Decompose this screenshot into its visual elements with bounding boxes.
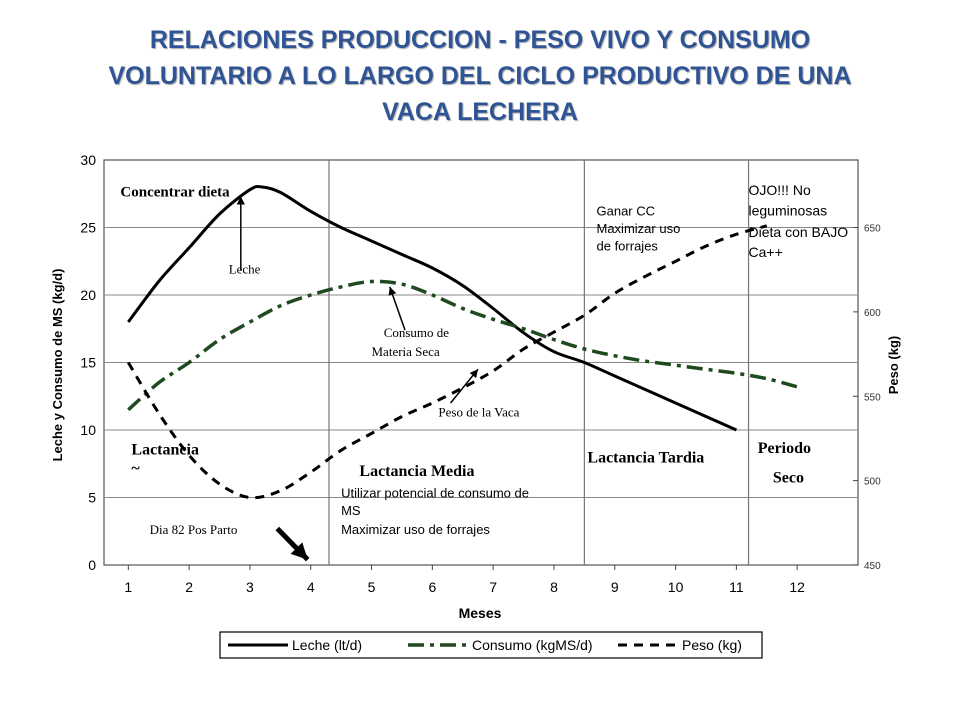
y-tick-right: 650 bbox=[864, 224, 881, 235]
y-tick-left: 15 bbox=[80, 355, 96, 371]
x-tick: 1 bbox=[124, 579, 132, 595]
phase-label: Lactancia bbox=[131, 441, 199, 458]
series-line-1 bbox=[127, 184, 737, 432]
legend-label: Peso (kg) bbox=[682, 637, 742, 653]
y-tick-left: 10 bbox=[80, 422, 96, 438]
pointer-arrow-head bbox=[388, 286, 397, 296]
x-tick: 9 bbox=[611, 579, 619, 595]
y-tick-right: 450 bbox=[864, 561, 881, 572]
y-tick-left: 5 bbox=[88, 490, 96, 506]
series-layer bbox=[127, 184, 798, 500]
title-line-2: VOLUNTARIO A LO LARGO DEL CICLO PRODUCTI… bbox=[108, 62, 852, 90]
annotation-label: Consumo de bbox=[384, 325, 450, 340]
y-tick-left: 30 bbox=[80, 152, 96, 168]
title-line-3: VACA LECHERA bbox=[382, 98, 578, 126]
grid-layer bbox=[103, 159, 859, 566]
x-tick: 2 bbox=[185, 579, 193, 595]
pointer-arrow-head bbox=[290, 542, 308, 560]
pointer-arrow-head bbox=[469, 369, 478, 379]
x-tick: 7 bbox=[489, 579, 497, 595]
legend: Leche (lt/d) Consumo (kgMS/d) Peso (kg) bbox=[219, 631, 763, 659]
x-tick: 3 bbox=[246, 579, 254, 595]
x-tick: 11 bbox=[729, 579, 744, 595]
phase-label: Lactancia Tardia bbox=[587, 449, 704, 466]
annotation-label: leguminosas bbox=[749, 202, 828, 218]
annotation-label: Concentrar dieta bbox=[120, 184, 230, 200]
annotation-label: Dia 82 Pos Parto bbox=[150, 522, 238, 537]
y-tick-left: 20 bbox=[80, 287, 96, 303]
series-line-2 bbox=[127, 279, 798, 412]
slide-title: RELACIONES PRODUCCION - PESO VIVO Y CONS… bbox=[40, 22, 920, 130]
y-tick-right: 600 bbox=[864, 308, 881, 319]
x-tick: 6 bbox=[428, 579, 436, 595]
x-axis-title: Meses bbox=[459, 605, 502, 621]
arrow-layer bbox=[236, 196, 479, 562]
annotation-label: Dieta con BAJO bbox=[749, 224, 849, 240]
axis-layer: Meses Leche y Consumo de MS (kg/d) Peso … bbox=[50, 152, 901, 621]
y-axis-title-right: Peso (kg) bbox=[886, 336, 901, 395]
x-tick: 4 bbox=[307, 579, 315, 595]
phase-label: Lactancia Media bbox=[359, 463, 474, 480]
legend-label: Consumo (kgMS/d) bbox=[472, 637, 593, 653]
x-tick: 5 bbox=[368, 579, 376, 595]
phase-label: Seco bbox=[773, 470, 804, 487]
annotation-label: Utilizar potencial de consumo de bbox=[341, 486, 529, 501]
annotation-label: MS bbox=[341, 503, 361, 518]
annotation-label: Materia Seca bbox=[372, 344, 440, 359]
annotation-label: Peso de la Vaca bbox=[438, 405, 519, 420]
phase-label: ~ bbox=[131, 460, 140, 477]
y-axis-title-left: Leche y Consumo de MS (kg/d) bbox=[50, 269, 65, 462]
y-tick-right: 550 bbox=[864, 392, 881, 403]
annotation-label: Leche bbox=[229, 261, 261, 276]
legend-label: Leche (lt/d) bbox=[292, 637, 362, 653]
annotation-label: Ganar CC bbox=[597, 203, 656, 218]
annotation-label: de forrajes bbox=[597, 238, 659, 253]
pointer-arrow-head bbox=[236, 196, 245, 205]
y-tick-left: 0 bbox=[88, 557, 96, 573]
y-tick-left: 25 bbox=[80, 220, 96, 236]
annotation-label: OJO!!! No bbox=[749, 182, 811, 198]
annotation-label: Ca++ bbox=[749, 244, 783, 260]
phase-label: Periodo bbox=[758, 440, 811, 457]
title-line-1: RELACIONES PRODUCCION - PESO VIVO Y CONS… bbox=[149, 26, 811, 54]
x-tick: 8 bbox=[550, 579, 558, 595]
annotation-label: Maximizar uso bbox=[597, 221, 681, 236]
label-layer: Concentrar dieta Leche Consumo de Materia S… bbox=[120, 182, 848, 537]
y-tick-right: 500 bbox=[864, 477, 881, 488]
x-tick: 12 bbox=[789, 579, 805, 595]
series-line-3 bbox=[127, 224, 768, 500]
annotation-label: Maximizar uso de forrajes bbox=[341, 522, 490, 537]
x-tick: 10 bbox=[668, 579, 684, 595]
